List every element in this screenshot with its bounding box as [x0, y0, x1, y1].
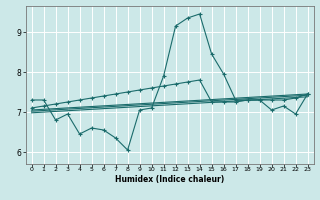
X-axis label: Humidex (Indice chaleur): Humidex (Indice chaleur) — [115, 175, 224, 184]
